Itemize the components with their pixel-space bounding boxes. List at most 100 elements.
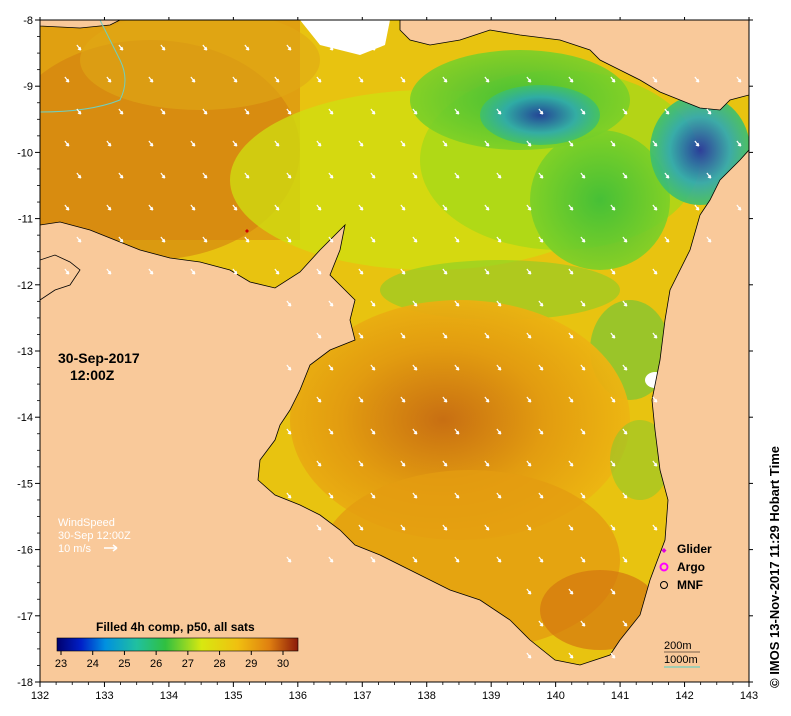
wind-arrow-icon — [538, 364, 544, 371]
wind-arrow-icon — [538, 492, 544, 499]
lon-tick-label: 140 — [546, 690, 564, 702]
wind-arrow-icon — [610, 524, 616, 531]
date-label: 30-Sep-2017 12:00Z — [58, 350, 140, 383]
wind-arrow-icon — [190, 76, 196, 83]
wind-arrow-icon — [328, 364, 334, 371]
wind-arrow-icon — [148, 204, 154, 211]
time-text: 12:00Z — [70, 367, 115, 383]
wind-arrow-icon — [484, 332, 490, 339]
wind-arrow-icon — [610, 268, 616, 275]
wind-arrow-icon — [610, 652, 616, 659]
lat-tick-label: -11 — [18, 214, 33, 226]
wind-arrow-icon — [484, 268, 490, 275]
wind-arrow-icon — [328, 492, 334, 499]
wind-arrow-icon — [580, 428, 586, 435]
wind-arrow-icon — [526, 268, 532, 275]
contour-200m-label: 200m — [664, 640, 692, 652]
wind-arrow-icon — [274, 268, 280, 275]
lon-tick-label: 132 — [31, 690, 49, 702]
wind-arrow-icon — [736, 204, 742, 211]
colorbar-tick-label: 25 — [118, 658, 130, 670]
wind-arrow-icon — [76, 172, 82, 179]
wind-arrow-icon — [580, 556, 586, 563]
wind-arrow-icon — [370, 300, 376, 307]
colorbar-ticks: 23 24 25 26 27 28 29 30 — [55, 651, 289, 670]
wind-arrow-icon — [316, 140, 322, 147]
wind-arrow-icon — [328, 428, 334, 435]
wind-arrow-icon — [442, 332, 448, 339]
colorbar-title: Filled 4h comp, p50, all sats — [96, 620, 255, 634]
wind-arrow-icon — [358, 332, 364, 339]
colorbar: Filled 4h comp, p50, all sats 23 24 25 26 27… — [55, 620, 299, 670]
wind-arrow-icon — [706, 236, 712, 243]
wind-arrow-icon — [370, 172, 376, 179]
wind-arrow-icon — [622, 172, 628, 179]
wind-arrow-icon — [118, 44, 124, 51]
wind-arrow-icon — [370, 556, 376, 563]
wind-arrow-icon — [442, 140, 448, 147]
wind-scale-arrow-icon — [104, 544, 118, 552]
wind-arrow-icon — [484, 140, 490, 147]
wind-legend-title: WindSpeed — [58, 517, 115, 529]
wind-arrow-icon — [118, 108, 124, 115]
lon-tick-label: 135 — [224, 690, 242, 702]
wind-arrow-icon — [160, 236, 166, 243]
wind-arrow-icon — [106, 76, 112, 83]
wind-arrow-icon — [538, 236, 544, 243]
wind-arrow-icon — [190, 140, 196, 147]
wind-arrow-icon — [694, 204, 700, 211]
lat-tick-label: -9 — [23, 81, 33, 93]
wind-arrow-icon — [526, 652, 532, 659]
wind-arrow-icon — [568, 76, 574, 83]
wind-arrow-icon — [610, 140, 616, 147]
wind-arrow-icon — [526, 76, 532, 83]
lat-tick-label: -13 — [17, 346, 33, 358]
wind-arrow-icon — [454, 428, 460, 435]
wind-arrow-icon — [748, 172, 754, 179]
wind-arrow-icon — [160, 108, 166, 115]
wind-arrow-icon — [160, 44, 166, 51]
wind-arrow-icon — [286, 172, 292, 179]
wind-arrow-icon — [64, 204, 70, 211]
wind-arrow-icon — [370, 236, 376, 243]
argo-icon — [659, 562, 669, 572]
lon-tick-label: 136 — [289, 690, 307, 702]
symbol-legend: Glider Argo MNF — [659, 542, 712, 592]
wind-arrow-icon — [568, 460, 574, 467]
wind-arrow-icon — [496, 364, 502, 371]
wind-arrow-icon — [580, 108, 586, 115]
wind-arrow-icon — [454, 108, 460, 115]
land-coast-islands — [40, 254, 81, 301]
lon-tick-label: 143 — [740, 690, 758, 702]
wind-arrow-icon — [160, 172, 166, 179]
wind-arrow-icon — [538, 556, 544, 563]
wind-arrow-icon — [232, 204, 238, 211]
wind-arrow-icon — [748, 108, 754, 115]
wind-arrow-icon — [496, 428, 502, 435]
lon-tick-label: 137 — [353, 690, 371, 702]
wind-arrow-icon — [358, 460, 364, 467]
wind-arrow-icon — [610, 588, 616, 595]
wind-arrow-icon — [568, 140, 574, 147]
wind-arrow-icon — [76, 236, 82, 243]
wind-arrow-icon — [316, 204, 322, 211]
wind-arrow-icon — [622, 556, 628, 563]
lon-tick-label: 133 — [95, 690, 113, 702]
wind-arrow-icon — [652, 332, 658, 339]
wind-arrow-icon — [244, 172, 250, 179]
wind-arrow-icon — [610, 76, 616, 83]
wind-arrow-icon — [580, 300, 586, 307]
wind-arrow-icon — [328, 236, 334, 243]
wind-arrow-icon — [568, 204, 574, 211]
wind-arrow-icon — [148, 140, 154, 147]
wind-arrow-icon — [274, 140, 280, 147]
wind-arrow-icon — [538, 300, 544, 307]
wind-arrow-icon — [526, 332, 532, 339]
lon-tick-label: 139 — [482, 690, 500, 702]
wind-arrow-icon — [580, 236, 586, 243]
lat-tick-label: -12 — [17, 280, 33, 292]
wind-arrow-icon — [244, 44, 250, 51]
colorbar-tick-label: 29 — [245, 658, 257, 670]
bathymetry-contours — [40, 20, 126, 113]
wind-arrow-icon — [496, 556, 502, 563]
